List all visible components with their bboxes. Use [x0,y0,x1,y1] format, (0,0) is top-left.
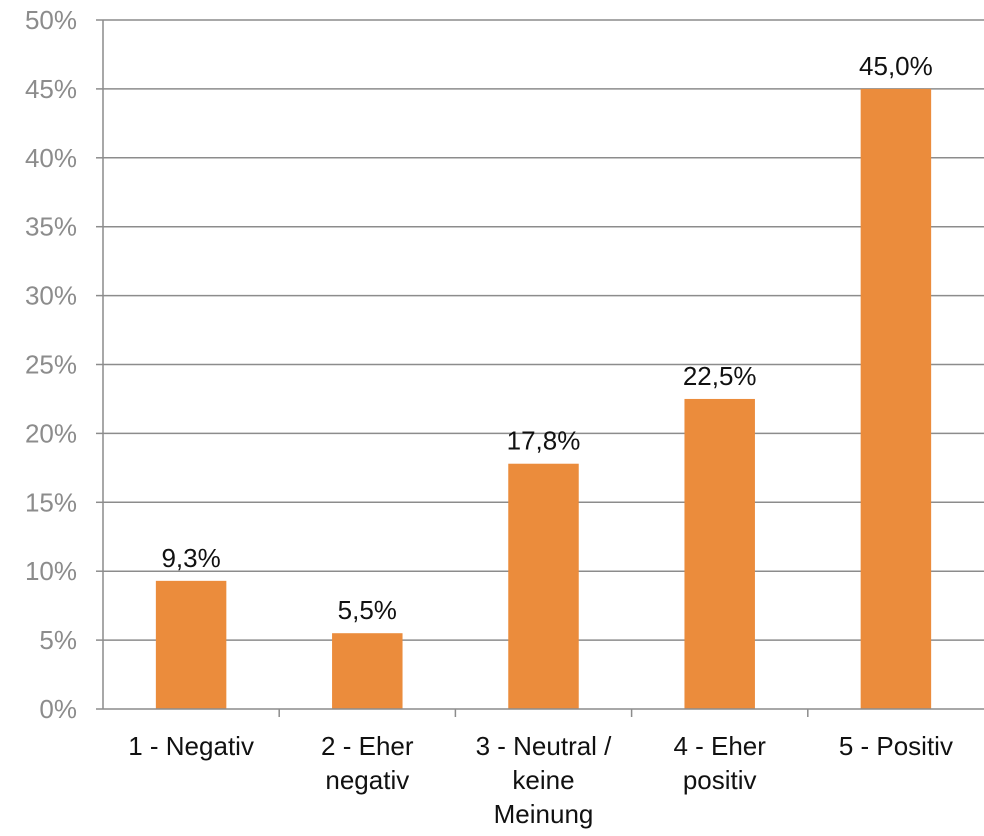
y-tick-label: 40% [25,143,77,173]
x-tick-label-line: positiv [683,765,757,795]
data-label: 9,3% [161,543,220,573]
data-label: 45,0% [859,51,933,81]
y-tick-label: 20% [25,418,77,448]
x-tick-label: 3 - Neutral / keine Meinung [476,731,613,829]
x-tick-label-line: keine [512,765,574,795]
x-tick-label-line: 1 - Negativ [128,731,254,761]
y-tick-label: 45% [25,74,77,104]
x-axis-tick-labels: 1 - Negativ 2 - Eher negativ 3 - Neutral / k… [128,731,953,829]
bar [508,463,579,709]
x-tick-label: 5 - Positiv [839,731,953,761]
data-label: 5,5% [338,595,397,625]
gridlines [103,19,984,641]
y-tick-label: 35% [25,212,77,242]
bar [860,88,932,709]
y-tick-label: 0% [39,694,77,724]
x-tick-label-line: 2 - Eher [321,731,414,761]
bar [155,580,227,709]
x-tick-label-line: 5 - Positiv [839,731,953,761]
y-tick-label: 30% [25,281,77,311]
y-tick-label: 15% [25,487,77,517]
x-tick-label: 2 - Eher negativ [321,731,414,795]
x-tick-label-line: 3 - Neutral / [476,731,613,761]
bar [332,633,403,709]
y-tick-label: 5% [39,625,77,655]
data-label: 22,5% [683,361,757,391]
y-tick-label: 10% [25,556,77,586]
bars [155,88,932,709]
x-tick-label-line: negativ [325,765,409,795]
y-tick-label: 50% [25,5,77,35]
x-tick-label: 4 - Eher positiv [673,731,766,795]
bar [684,398,755,709]
x-tick-label-line: 4 - Eher [673,731,766,761]
x-tick-label: 1 - Negativ [128,731,254,761]
data-label: 17,8% [507,426,581,456]
y-axis-tick-labels: 0% 5% 10% 15% 20% 25% 30% 35% 40% 45% 50% [25,5,77,724]
axes [96,19,984,717]
y-tick-label: 25% [25,350,77,380]
x-tick-label-line: Meinung [494,799,594,829]
data-labels: 9,3% 5,5% 17,8% 22,5% 45,0% [161,51,932,625]
